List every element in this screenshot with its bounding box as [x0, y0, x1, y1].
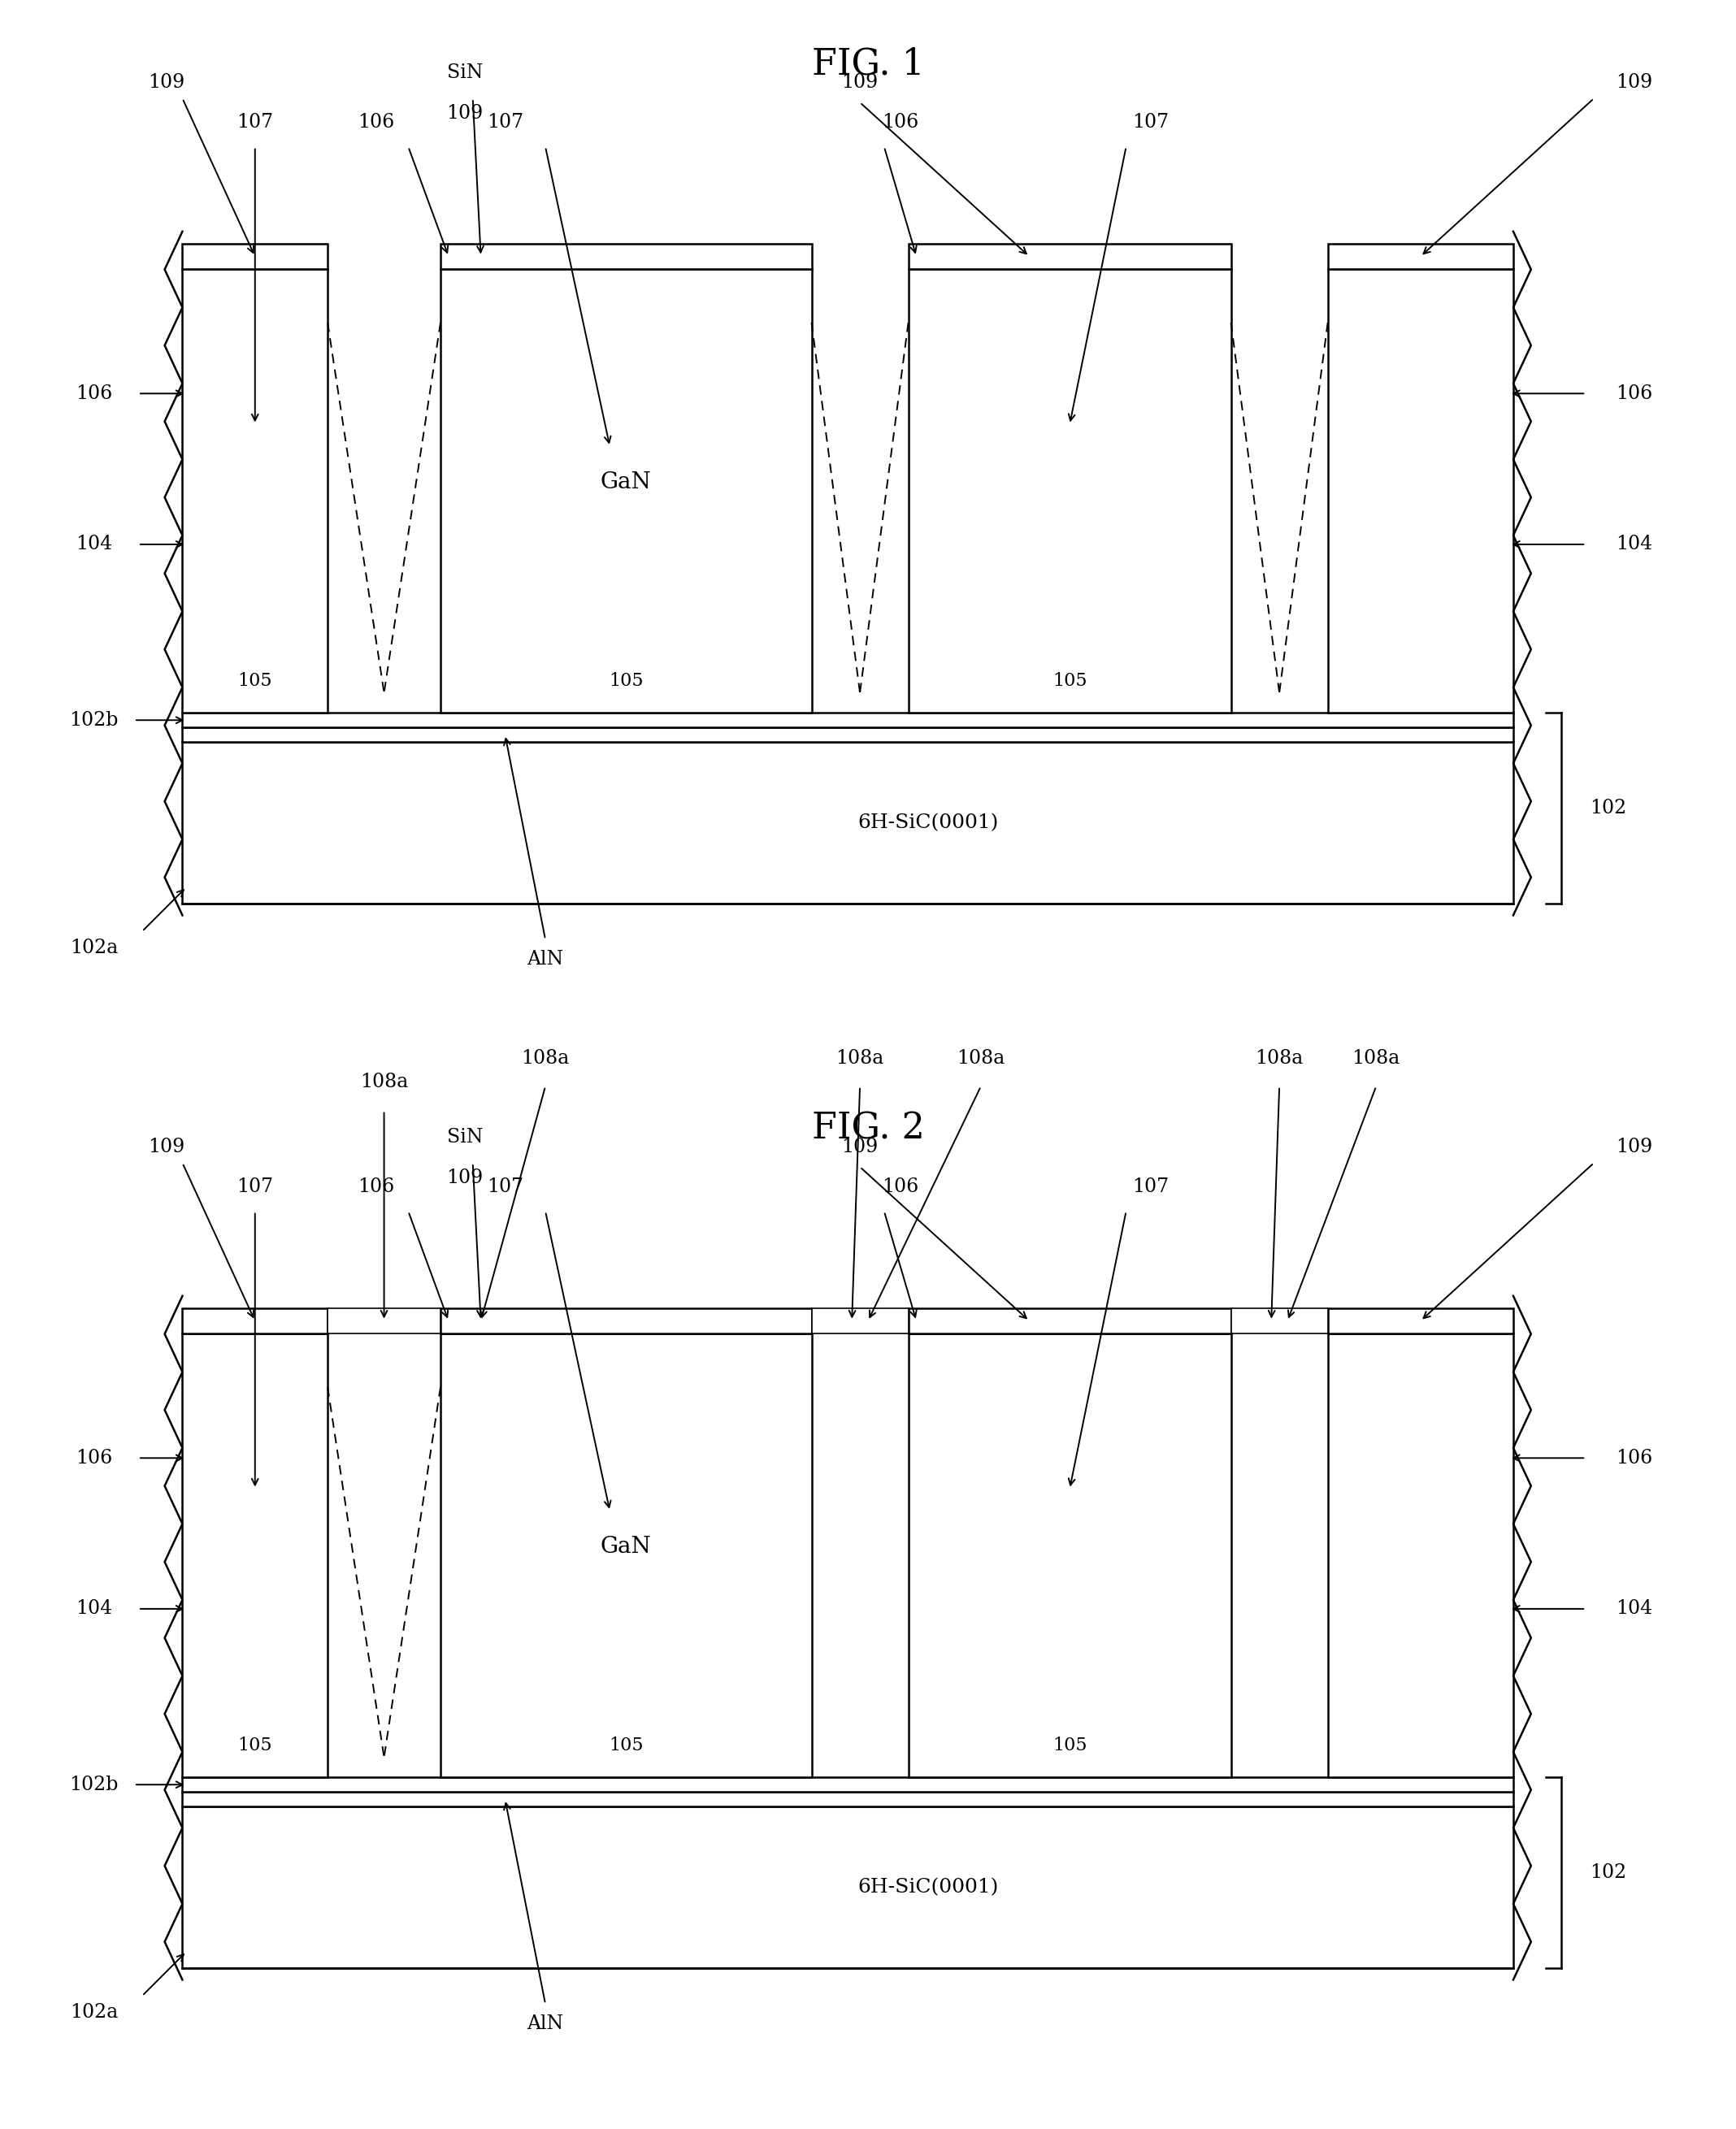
Text: 104: 104	[1616, 1599, 1653, 1618]
Text: 107: 107	[486, 113, 523, 132]
Bar	[908, 1307, 1231, 1335]
Text: 105: 105	[1052, 671, 1087, 690]
Text: 105: 105	[609, 671, 644, 690]
Text: 106: 106	[75, 1448, 113, 1467]
Text: 6H-SiC(0001): 6H-SiC(0001)	[858, 813, 998, 832]
Text: 6H-SiC(0001): 6H-SiC(0001)	[858, 1878, 998, 1897]
Text: 109: 109	[1616, 72, 1653, 92]
Text: 108a: 108a	[521, 1050, 569, 1067]
Text: AlN: AlN	[528, 950, 564, 969]
Bar	[908, 243, 1231, 270]
Bar	[908, 270, 1231, 713]
Text: 105: 105	[1052, 1735, 1087, 1754]
Bar	[328, 1307, 441, 1335]
Bar	[441, 1335, 811, 1778]
Text: 108a: 108a	[1255, 1050, 1304, 1067]
Text: 109: 109	[148, 72, 184, 92]
Text: 104: 104	[75, 1599, 113, 1618]
Text: 104: 104	[75, 534, 113, 554]
Text: 106: 106	[358, 1177, 394, 1196]
Text: 109: 109	[842, 72, 878, 92]
Text: 108a: 108a	[359, 1073, 408, 1092]
Bar	[1328, 1307, 1514, 1335]
Text: 109: 109	[148, 1137, 184, 1156]
Text: 107: 107	[1132, 1177, 1168, 1196]
Text: 109: 109	[446, 1148, 483, 1188]
Text: 108a: 108a	[835, 1050, 884, 1067]
Text: 107: 107	[236, 1177, 273, 1196]
Bar	[441, 243, 811, 270]
Bar	[908, 1335, 1231, 1778]
Text: SiN: SiN	[446, 64, 483, 83]
Text: 102b: 102b	[69, 1776, 118, 1795]
Bar	[182, 243, 328, 270]
Bar	[441, 270, 811, 713]
Text: 105: 105	[238, 671, 273, 690]
Text: 109: 109	[446, 83, 483, 123]
Text: 107: 107	[236, 113, 273, 132]
Text: 106: 106	[882, 113, 918, 132]
Bar	[811, 1307, 908, 1335]
Text: FIG. 2: FIG. 2	[811, 1111, 925, 1148]
Text: GaN: GaN	[601, 1535, 651, 1558]
Text: 105: 105	[238, 1735, 273, 1754]
Text: AlN: AlN	[528, 2014, 564, 2033]
Text: 107: 107	[1132, 113, 1168, 132]
Text: GaN: GaN	[601, 471, 651, 494]
Text: 109: 109	[1616, 1137, 1653, 1156]
Bar	[182, 1335, 328, 1778]
Text: 106: 106	[75, 383, 113, 402]
Bar	[182, 270, 328, 713]
Bar	[182, 1307, 328, 1335]
Bar	[441, 1307, 811, 1335]
Text: 102: 102	[1590, 1863, 1627, 1882]
Bar	[182, 1778, 1514, 1793]
Text: 108a: 108a	[1352, 1050, 1401, 1067]
Bar	[1328, 270, 1514, 713]
Text: SiN: SiN	[446, 1128, 483, 1148]
Text: 105: 105	[609, 1735, 644, 1754]
Bar	[182, 713, 1514, 728]
Text: FIG. 1: FIG. 1	[811, 47, 925, 83]
Bar	[182, 741, 1514, 903]
Bar	[1328, 1335, 1514, 1778]
Text: 109: 109	[842, 1137, 878, 1156]
Text: 104: 104	[1616, 534, 1653, 554]
Bar	[182, 1793, 1514, 1805]
Bar	[1328, 243, 1514, 270]
Bar	[182, 728, 1514, 741]
Text: 102: 102	[1590, 798, 1627, 818]
Text: 102b: 102b	[69, 711, 118, 730]
Text: 107: 107	[486, 1177, 523, 1196]
Text: 106: 106	[1616, 1448, 1653, 1467]
Text: 102a: 102a	[69, 939, 118, 956]
Text: 106: 106	[1616, 383, 1653, 402]
Text: 108a: 108a	[957, 1050, 1005, 1067]
Text: 106: 106	[882, 1177, 918, 1196]
Bar	[1231, 1307, 1328, 1335]
Text: 102a: 102a	[69, 2003, 118, 2020]
Bar	[182, 1805, 1514, 1967]
Text: 106: 106	[358, 113, 394, 132]
